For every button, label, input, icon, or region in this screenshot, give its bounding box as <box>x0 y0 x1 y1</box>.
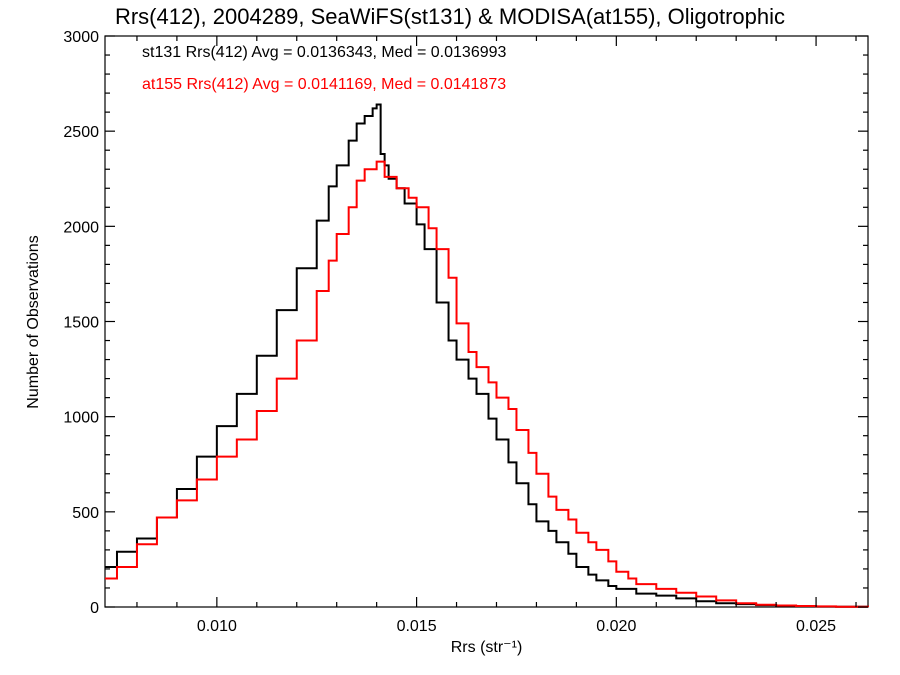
x-axis-label: Rrs (str⁻¹) <box>450 639 523 656</box>
x-tick-label: 0.010 <box>197 618 237 635</box>
chart-title: Rrs(412), 2004289, SeaWiFS(st131) & MODI… <box>114 4 786 29</box>
series-line-st131 <box>105 103 869 608</box>
x-tick-label: 0.015 <box>397 618 437 635</box>
y-tick-label: 1000 <box>63 410 99 427</box>
y-tick-label: 2500 <box>63 124 99 141</box>
y-tick-label: 2000 <box>63 219 99 236</box>
y-axis-label: Number of Observations <box>25 235 42 409</box>
plot-frame <box>104 35 869 608</box>
x-tick-label: 0.020 <box>596 618 636 635</box>
series-line-at155 <box>105 160 869 608</box>
y-tick-label: 1500 <box>63 315 99 332</box>
y-tick-label: 0 <box>90 600 99 617</box>
annotation-st131: st131 Rrs(412) Avg = 0.0136343, Med = 0.… <box>142 44 507 61</box>
y-tick-label: 3000 <box>63 29 99 46</box>
annotation-at155: at155 Rrs(412) Avg = 0.0141169, Med = 0.… <box>142 76 507 93</box>
x-tick-label: 0.025 <box>796 618 836 635</box>
y-tick-label: 500 <box>72 505 99 522</box>
